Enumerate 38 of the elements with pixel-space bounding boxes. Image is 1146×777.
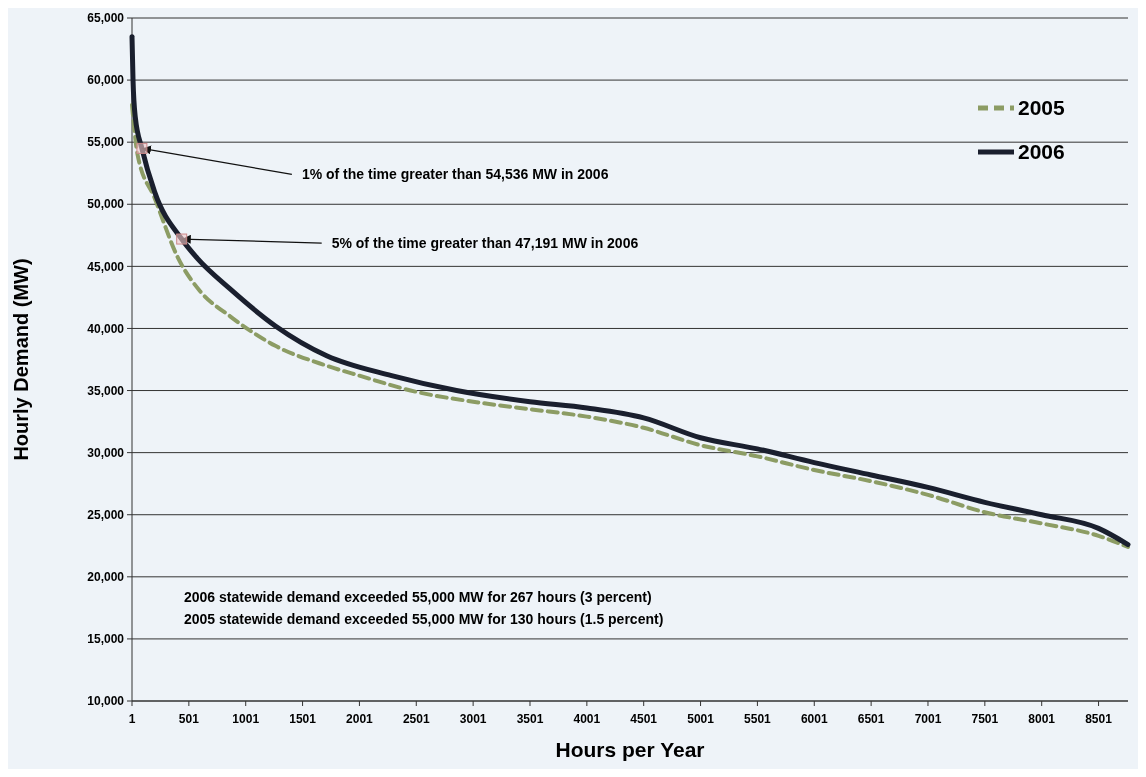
x-tick-label: 2001 xyxy=(346,712,374,726)
y-tick-label: 60,000 xyxy=(87,73,125,88)
y-tick-label: 55,000 xyxy=(87,135,125,150)
x-tick-label: 7501 xyxy=(971,712,999,726)
legend-label: 2005 xyxy=(1018,96,1066,120)
x-tick-label: 4001 xyxy=(573,712,601,726)
y-tick-label: 15,000 xyxy=(87,632,125,647)
x-tick-label: 1 xyxy=(128,712,136,726)
annotation: 2005 statewide demand exceeded 55,000 MW for 130 hours (1.5 percent) xyxy=(184,610,664,627)
x-tick-label: 1501 xyxy=(289,712,317,726)
annotation: 2006 statewide demand exceeded 55,000 MW for 267 hours (3 percent) xyxy=(184,588,652,605)
x-tick-label: 6501 xyxy=(857,712,885,726)
y-tick-label: 40,000 xyxy=(87,321,125,336)
y-tick-label: 10,000 xyxy=(87,694,125,709)
legend-label: 2006 xyxy=(1018,140,1065,164)
x-tick-label: 6001 xyxy=(800,712,828,726)
x-tick-label: 5501 xyxy=(744,712,772,726)
x-tick-label: 8001 xyxy=(1028,712,1056,726)
x-tick-label: 7001 xyxy=(914,712,942,726)
annotation: 1% of the time greater than 54,536 MW in 2006 xyxy=(301,166,609,183)
x-tick-label: 2501 xyxy=(402,712,430,726)
x-tick-label: 1001 xyxy=(232,712,260,726)
x-tick-label: 3001 xyxy=(459,712,487,726)
x-tick-label: 5001 xyxy=(687,712,715,726)
y-tick-label: 50,000 xyxy=(87,197,125,212)
y-tick-label: 65,000 xyxy=(87,11,125,26)
y-tick-label: 25,000 xyxy=(87,507,125,522)
y-axis-title: Hourly Demand (MW) xyxy=(10,258,32,461)
y-tick-label: 30,000 xyxy=(87,445,125,460)
x-axis-title: Hours per Year xyxy=(555,738,705,761)
annotation: 5% of the time greater than 47,191 MW in 2006 xyxy=(331,234,639,251)
x-tick-label: 4501 xyxy=(630,712,658,726)
x-tick-label: 501 xyxy=(178,712,200,726)
y-tick-label: 20,000 xyxy=(87,570,125,585)
x-tick-label: 8501 xyxy=(1085,712,1113,726)
y-tick-label: 45,000 xyxy=(87,259,125,274)
y-tick-label: 35,000 xyxy=(87,383,125,398)
x-tick-label: 3501 xyxy=(516,712,544,726)
